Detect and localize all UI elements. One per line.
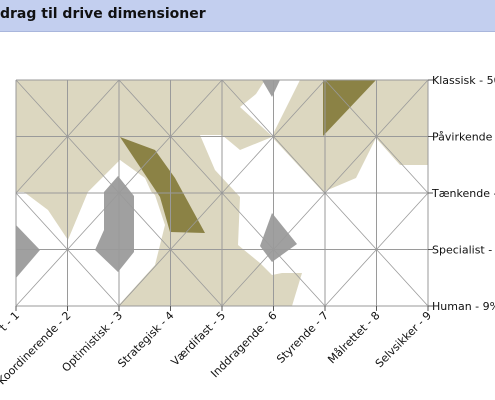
grid-diagonal [324,249,377,307]
olive-blob-styrende [323,80,376,136]
plot-area: Klassisk - 50% Påvirkende - Tænkende - Spec… [0,74,495,387]
grid-diagonal [170,192,223,250]
axis-ticks [15,79,433,311]
y-tick-label: Specialist - [432,244,492,257]
x-tick-label: Målrettet - 8 [325,309,382,366]
grid-diagonal [15,249,68,307]
grid-diagonal [324,192,377,250]
grid-diagonal [170,79,223,137]
grid-diagonal [67,249,120,307]
grid-diagonal [15,192,68,250]
grid-diagonal [118,249,171,307]
y-tick-label: Human - 9% [432,300,495,313]
grid-diagonal [118,79,171,137]
gray-blob-optimistisk [95,176,134,272]
grid-diagonal [376,249,429,307]
grid-diagonal [67,136,120,194]
grid-diagonal [221,79,274,137]
olive-blob-strategisk [120,137,205,233]
grid-diagonal [376,192,429,250]
grid-diagonal [376,79,429,137]
grid-lines [15,79,429,307]
header-bar: drag til drive dimensioner [0,0,495,32]
grid-diagonal [221,192,274,250]
grid-diagonal [221,136,274,194]
y-tick-label: Tænkende - [431,187,495,200]
grid-diagonal [273,192,326,250]
grid-diagonal [273,79,326,137]
grid-diagonal [324,136,377,194]
x-tick-label: t - 1 [0,309,22,334]
grid-diagonal [273,136,326,194]
grid-diagonal [15,136,68,194]
y-tick-label: Klassisk - 50% [432,74,495,87]
grid-diagonal [118,136,171,194]
y-tick-label: Påvirkende - [432,131,495,144]
grid-diagonal [324,79,377,137]
grid-diagonal [67,79,120,137]
grid-diagonal [118,192,171,250]
page-title: drag til drive dimensioner [0,6,206,22]
gray-blob-left [16,225,40,278]
grid-diagonal [376,136,429,194]
x-tick-label: Styrende - 7 [274,309,331,366]
y-axis-labels: Klassisk - 50% Påvirkende - Tænkende - Spec… [431,74,495,313]
grid-diagonal [170,136,223,194]
grid-diagonal [170,249,223,307]
white-pocket-top [240,80,300,136]
gray-blob-top [262,80,280,97]
grid-diagonal [273,249,326,307]
grid-diagonal [15,79,68,137]
grid-diagonal [67,192,120,250]
grid-diagonal [221,249,274,307]
